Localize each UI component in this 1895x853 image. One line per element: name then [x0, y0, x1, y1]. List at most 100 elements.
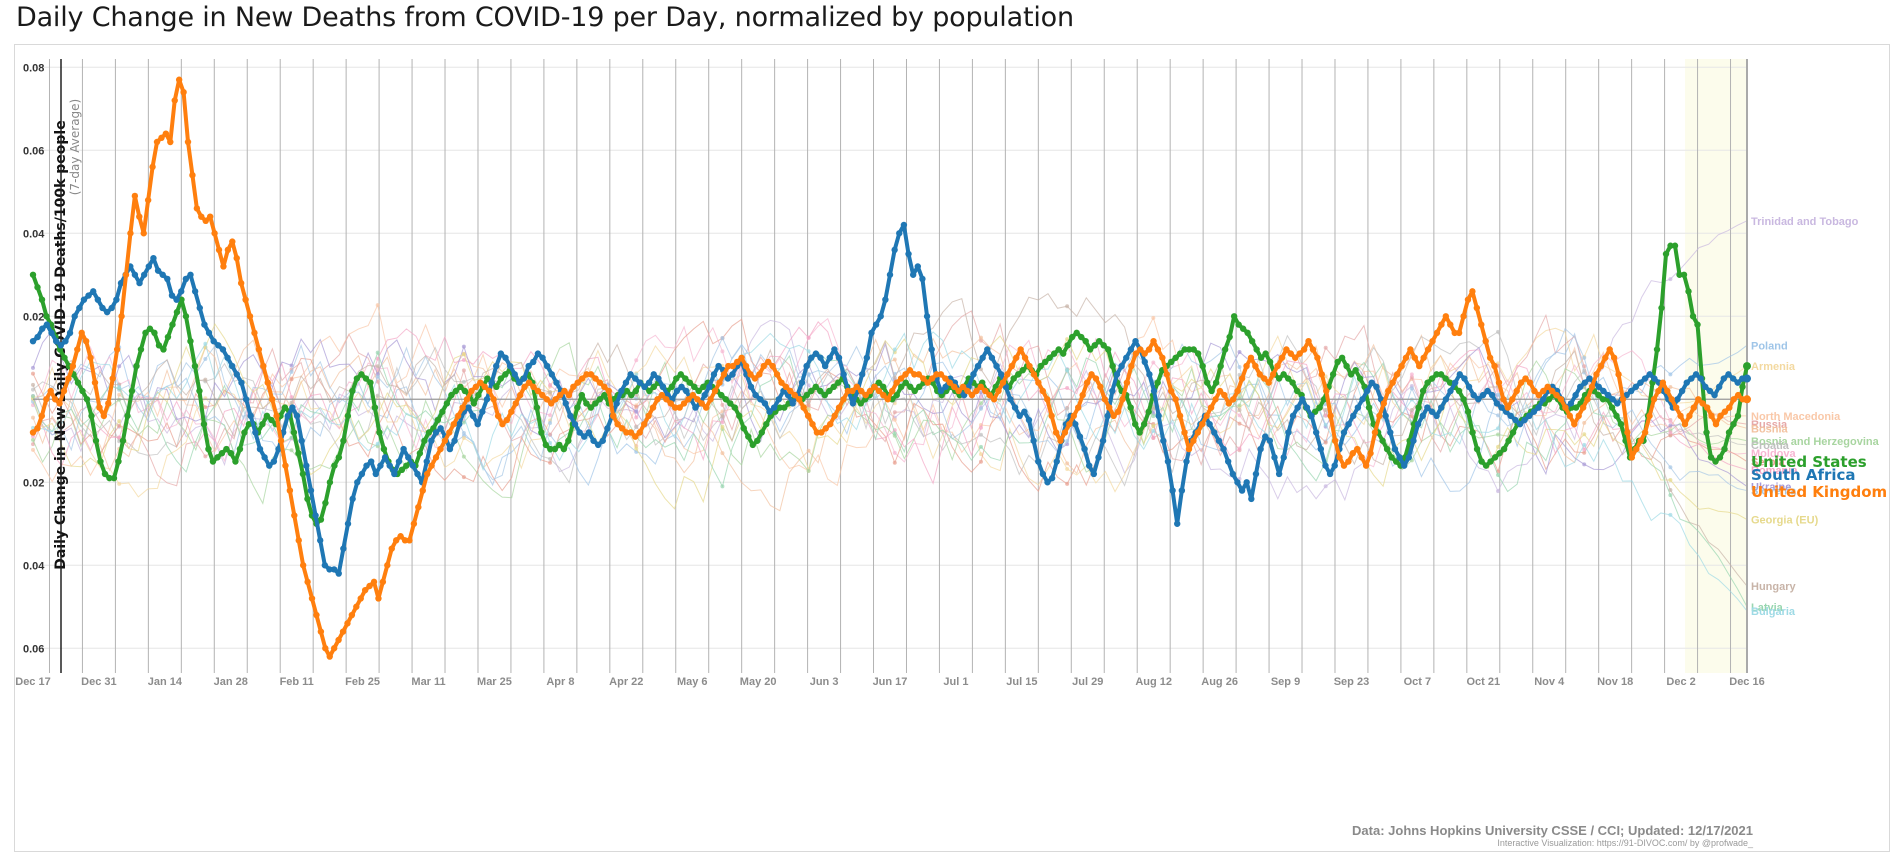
recent-week-highlight	[1685, 59, 1747, 673]
south_africa-point	[581, 433, 588, 440]
united_kingdom-point	[29, 429, 37, 436]
united_kingdom-point	[1486, 354, 1494, 361]
south_africa-point	[502, 354, 509, 361]
south_africa-point	[1016, 412, 1023, 420]
background-series-point	[461, 475, 466, 480]
united_states-point	[182, 313, 190, 320]
background-series-point	[289, 435, 294, 440]
united_kingdom-point	[782, 383, 790, 391]
background-series-point	[978, 444, 983, 449]
united_kingdom-point	[844, 387, 852, 395]
united_states-point	[1136, 429, 1143, 436]
y-tick-label: 0.08	[23, 62, 44, 74]
south_africa-point	[187, 271, 194, 278]
south_africa-point	[1048, 474, 1056, 482]
united_states-label: United States	[1751, 453, 1867, 471]
united_kingdom-point	[268, 396, 276, 403]
united_kingdom-point	[485, 387, 493, 395]
united_kingdom-point	[1088, 371, 1095, 378]
united_kingdom-point	[623, 429, 630, 436]
background-series-point	[1668, 512, 1673, 517]
united_states-point	[191, 362, 199, 370]
united_kingdom-point	[246, 313, 254, 320]
x-tick-label: Dec 31	[81, 676, 116, 688]
united_states-point	[650, 383, 658, 391]
united_kingdom-point	[1066, 420, 1073, 428]
united_states-point	[1329, 371, 1337, 378]
united_kingdom-point	[1216, 387, 1224, 395]
south_africa-point	[1155, 412, 1162, 420]
united_kingdom-point	[1030, 371, 1038, 378]
united_kingdom-point	[831, 412, 838, 420]
united_states-point	[232, 458, 239, 465]
south_africa-point	[1076, 433, 1084, 440]
south_africa-point	[43, 321, 51, 328]
united_kingdom-point	[1385, 387, 1392, 395]
south_africa-point	[1651, 375, 1658, 382]
united_kingdom-point	[1035, 379, 1042, 386]
united_kingdom-point	[1354, 445, 1361, 453]
background-series-point	[117, 364, 122, 369]
south_africa-point	[164, 275, 171, 283]
background-series-point	[461, 379, 466, 384]
united_kingdom-point	[446, 429, 453, 436]
south_africa-point	[275, 445, 282, 453]
south_africa-point	[1683, 379, 1690, 386]
background-series-point	[1151, 435, 1156, 440]
united_kingdom-point	[915, 371, 922, 378]
background-series-point	[461, 420, 466, 425]
background-series-point	[1582, 432, 1587, 437]
united_kingdom-point	[1628, 454, 1636, 461]
united_kingdom-point	[463, 396, 471, 403]
united_kingdom-point	[1345, 458, 1352, 465]
south_africa-point	[525, 362, 532, 370]
background-series-line	[32, 331, 1748, 487]
united_states-point	[1595, 391, 1602, 399]
background-series-point	[1065, 406, 1070, 411]
united_kingdom-point	[428, 462, 435, 469]
south_africa-point	[117, 279, 125, 287]
united_states-point	[1145, 408, 1152, 415]
united_states-point	[1244, 329, 1251, 337]
south_africa-point	[66, 329, 74, 337]
y-tick-label: 0.02	[23, 311, 44, 323]
united_states-point	[560, 445, 568, 453]
united_kingdom-point	[1234, 387, 1241, 395]
south_africa-point	[766, 408, 773, 415]
south_africa-point	[344, 520, 352, 527]
background-series-point	[1151, 428, 1156, 433]
united_kingdom-point	[503, 416, 511, 424]
united_states-point	[538, 429, 545, 436]
south_africa-point	[1183, 458, 1190, 465]
x-tick-label: Nov 18	[1597, 676, 1633, 688]
south_africa-point	[706, 383, 713, 391]
united_states-point	[1293, 387, 1301, 395]
background-series-point	[31, 394, 35, 399]
south_africa-point	[52, 337, 60, 345]
united_states-point	[1239, 325, 1247, 332]
united_states-point	[731, 404, 738, 411]
united_states-point	[1284, 375, 1292, 382]
south_africa-point	[1419, 412, 1426, 420]
united_states-point	[227, 450, 235, 457]
background-series-point	[1496, 432, 1501, 437]
united_kingdom-point	[1606, 346, 1613, 353]
country-label: Bosnia	[1751, 423, 1789, 435]
united_kingdom-point	[1110, 412, 1117, 420]
united_states-point	[1311, 408, 1319, 415]
south_africa-point	[993, 362, 1000, 370]
south_africa-point	[808, 354, 815, 361]
united_kingdom-point	[658, 391, 666, 399]
south_africa-point	[988, 354, 996, 361]
south_africa-point	[1030, 437, 1037, 444]
united_kingdom-point	[1336, 454, 1343, 461]
united_states-point	[821, 391, 828, 399]
united_states-point	[1037, 362, 1044, 370]
united_kingdom-point	[906, 367, 914, 374]
south_africa-point	[724, 375, 732, 382]
united_kingdom-point	[388, 545, 395, 552]
south_africa-point	[1220, 445, 1227, 453]
visualization-credit[interactable]: Interactive Visualization: https://91-DI…	[1497, 838, 1754, 848]
united_kingdom-point	[357, 595, 364, 602]
united_states-point	[1433, 371, 1440, 378]
